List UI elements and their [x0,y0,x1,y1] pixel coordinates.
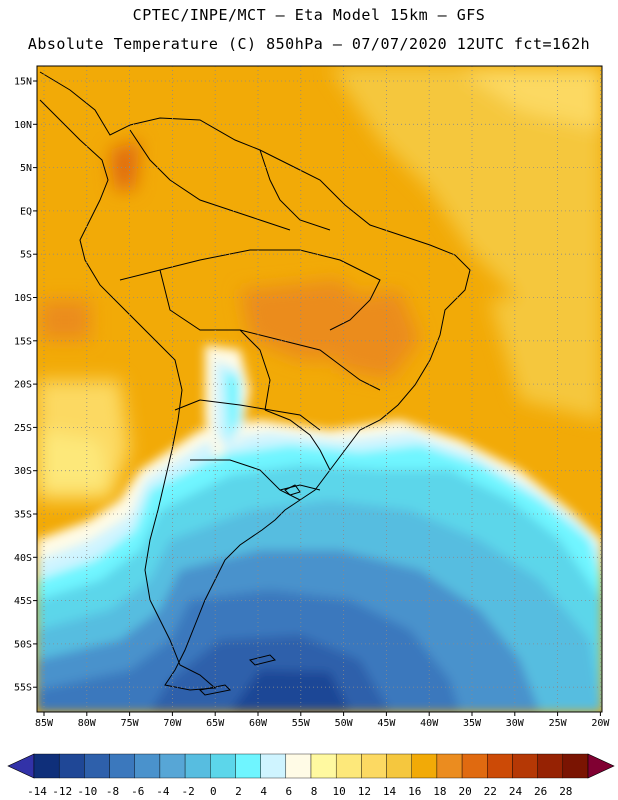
longitude-axis: 85W 80W 75W 70W 65W 60W 55W 50W 45W 40W 35W 30W 25W 2… [35,712,610,729]
lat-label: 30S [14,466,32,477]
lon-label: 40W [420,718,439,729]
colorbar-swatch [512,753,538,779]
colorbar-label: -4 [156,785,170,798]
colorbar-swatch [461,753,488,779]
colorbar-label: -12 [52,785,72,798]
colorbar-swatch [159,753,186,779]
colorbar-label: 16 [408,785,421,798]
lat-label: 35S [14,510,32,521]
lon-label: 70W [163,718,182,729]
colorbar-label: 22 [484,785,497,798]
colorbar-swatch [386,753,412,779]
colorbar-label: 18 [433,785,446,798]
colorbar-swatch [436,753,463,779]
lat-label: 15S [14,336,32,347]
latitude-axis: 15N 10N 5N EQ 5S 10S 15S 20S 25S 30S 35S 40S 45S 50S 5… [14,77,37,694]
colorbar-label: 8 [311,785,318,798]
lat-label: 5N [20,163,32,174]
colorbar-label: -8 [106,785,119,798]
lon-label: 20W [591,718,610,729]
lat-label: 15N [14,77,32,88]
colorbar-label: 14 [383,785,397,798]
colorbar-label: 10 [333,785,346,798]
lat-label: 20S [14,380,32,391]
colorbar-label: 26 [534,785,547,798]
lat-label: 50S [14,639,32,650]
colorbar-label: -2 [181,785,194,798]
colorbar-label: -14 [27,785,47,798]
colorbar-label: 0 [210,785,217,798]
colorbar-swatch [310,753,337,779]
colorbar-swatch [184,753,211,779]
colorbar-swatch [335,753,362,779]
colorbar-swatch [537,753,564,779]
lon-label: 25W [549,718,568,729]
colorbar-label: -10 [77,785,97,798]
colorbar-swatch [562,753,589,779]
colorbar-label: 12 [358,785,371,798]
lon-label: 65W [206,718,225,729]
colorbar-label: 4 [260,785,267,798]
colorbar: -14 -12 -10 -8 -6 -4 -2 0 2 4 6 8 10 12 14 16 18 20 22 24 26… [7,753,615,798]
colorbar-swatch [260,753,287,779]
colorbar-swatch [109,753,135,779]
lat-label: 5S [20,250,32,261]
colorbar-swatch [210,753,236,779]
colorbar-swatch [84,753,110,779]
map-title: CPTEC/INPE/MCT – Eta Model 15km – GFS [132,6,486,24]
coastlines [39,71,471,696]
colorbar-label: 2 [235,785,242,798]
lat-label: EQ [20,206,32,217]
lat-label: 10S [14,293,32,304]
colorbar-swatch [58,753,85,779]
lon-label: 60W [249,718,268,729]
colorbar-swatch [411,753,438,779]
lon-label: 45W [377,718,396,729]
lon-label: 75W [121,718,140,729]
temperature-field [37,66,602,712]
lat-label: 55S [14,683,32,694]
colorbar-swatch [361,753,387,779]
colorbar-under-arrow [7,753,35,779]
lon-label: 30W [506,718,525,729]
lat-label: 45S [14,596,32,607]
colorbar-label: 6 [286,785,293,798]
map-frame [36,65,603,713]
lon-label: 50W [335,718,354,729]
lat-label: 10N [14,120,32,131]
map-subtitle: Absolute Temperature (C) 850hPa – 07/07/… [27,35,591,53]
colorbar-swatch [33,753,60,779]
lon-label: 35W [463,718,482,729]
colorbar-label: 24 [509,785,523,798]
colorbar-label: 28 [559,785,572,798]
lon-label: 55W [292,718,311,729]
colorbar-swatch [487,753,513,779]
colorbar-label: -6 [131,785,144,798]
colorbar-label: 20 [458,785,471,798]
lon-label: 80W [78,718,97,729]
lat-label: 40S [14,553,32,564]
colorbar-swatch [134,753,161,779]
colorbar-swatch [235,753,261,779]
lon-label: 85W [35,718,54,729]
colorbar-over-arrow [587,753,615,779]
lat-label: 25S [14,423,32,434]
colorbar-swatch [285,753,312,779]
